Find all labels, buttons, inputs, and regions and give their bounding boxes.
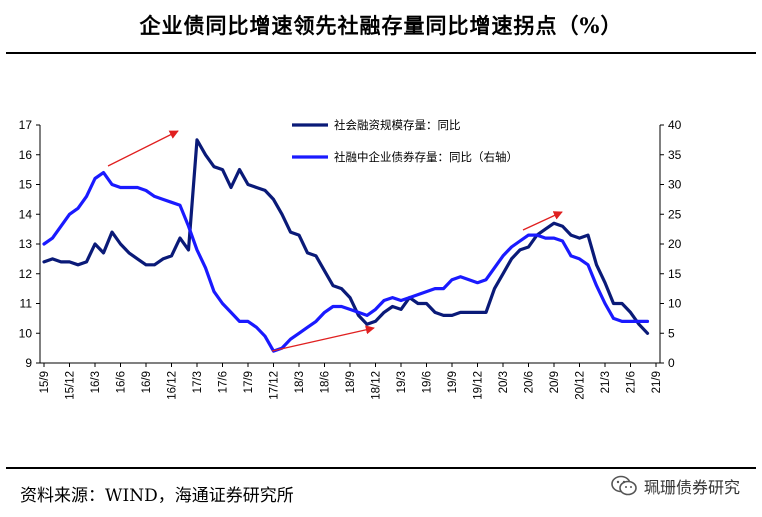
right-tick-label: 35	[668, 148, 682, 162]
x-tick-label: 16/6	[116, 371, 128, 393]
watermark-text: 珮珊债券研究	[643, 478, 740, 497]
x-tick-label: 17/3	[192, 371, 204, 393]
left-tick-label: 9	[25, 356, 32, 370]
annotation-arrow	[271, 325, 375, 352]
left-tick-label: 10	[19, 326, 33, 340]
series-line-tsf-stock-yoy	[42, 138, 650, 335]
right-tick-label: 10	[668, 297, 682, 311]
x-tick-label: 20/6	[524, 371, 536, 393]
x-tick-label: 20/12	[575, 371, 587, 400]
x-tick-label: 20/9	[549, 371, 561, 393]
x-tick-label: 19/6	[422, 371, 434, 393]
x-tick-label: 19/9	[447, 371, 459, 393]
right-tick-label: 15	[668, 267, 682, 281]
series-line-corp-bond-yoy	[42, 171, 650, 353]
legend-label: 社融中企业债券存量：同比（右轴）	[334, 150, 518, 164]
right-tick-label: 20	[668, 237, 682, 251]
x-tick-label: 17/9	[243, 371, 255, 393]
x-tick-label: 21/6	[626, 371, 638, 393]
x-tick-label: 15/9	[39, 371, 51, 393]
annotation-arrow	[522, 211, 563, 231]
x-tick-label: 21/3	[600, 371, 612, 393]
watermark: 珮珊债券研究	[610, 474, 740, 498]
left-tick-label: 11	[20, 297, 33, 311]
left-tick-label: 15	[19, 178, 33, 192]
x-tick-label: 19/12	[473, 371, 485, 400]
x-tick-label: 18/12	[371, 371, 383, 400]
right-tick-label: 0	[668, 356, 675, 370]
x-tick-label: 18/3	[294, 371, 306, 393]
x-tick-label: 21/9	[651, 371, 663, 393]
x-tick-label: 19/3	[396, 371, 408, 393]
x-tick-label: 17/6	[218, 371, 230, 393]
right-tick-label: 25	[668, 207, 682, 221]
x-tick-label: 15/12	[65, 371, 77, 400]
x-tick-label: 20/3	[498, 371, 510, 393]
x-tick-label: 18/6	[320, 371, 332, 393]
x-tick-label: 16/12	[167, 371, 179, 400]
x-tick-label: 16/3	[90, 371, 102, 393]
source-note: 资料来源：WIND，海通证券研究所	[20, 486, 294, 506]
title-rule-top	[6, 52, 756, 54]
left-tick-label: 16	[19, 148, 33, 162]
right-tick-label: 5	[668, 326, 675, 340]
left-tick-label: 12	[19, 267, 33, 281]
left-tick-label: 13	[19, 237, 33, 251]
annotation-arrow	[107, 130, 179, 167]
x-tick-label: 16/9	[141, 371, 153, 393]
legend-label: 社会融资规模存量：同比	[334, 118, 461, 132]
right-tick-label: 40	[668, 118, 682, 132]
right-tick-label: 30	[668, 178, 682, 192]
left-tick-label: 14	[19, 207, 33, 221]
x-tick-label: 18/9	[345, 371, 357, 393]
wechat-logo-icon	[611, 475, 637, 496]
left-tick-label: 17	[19, 118, 33, 132]
source-rule	[6, 467, 756, 469]
line-chart: 9 10 11 12 13 14 15 16 17 0 5 10 15 20 25 30 35 40 15/9 15/…	[19, 118, 682, 400]
x-tick-label: 17/12	[269, 371, 281, 400]
chart-title: 企业债同比增速领先社融存量同比增速拐点（%）	[139, 13, 623, 38]
